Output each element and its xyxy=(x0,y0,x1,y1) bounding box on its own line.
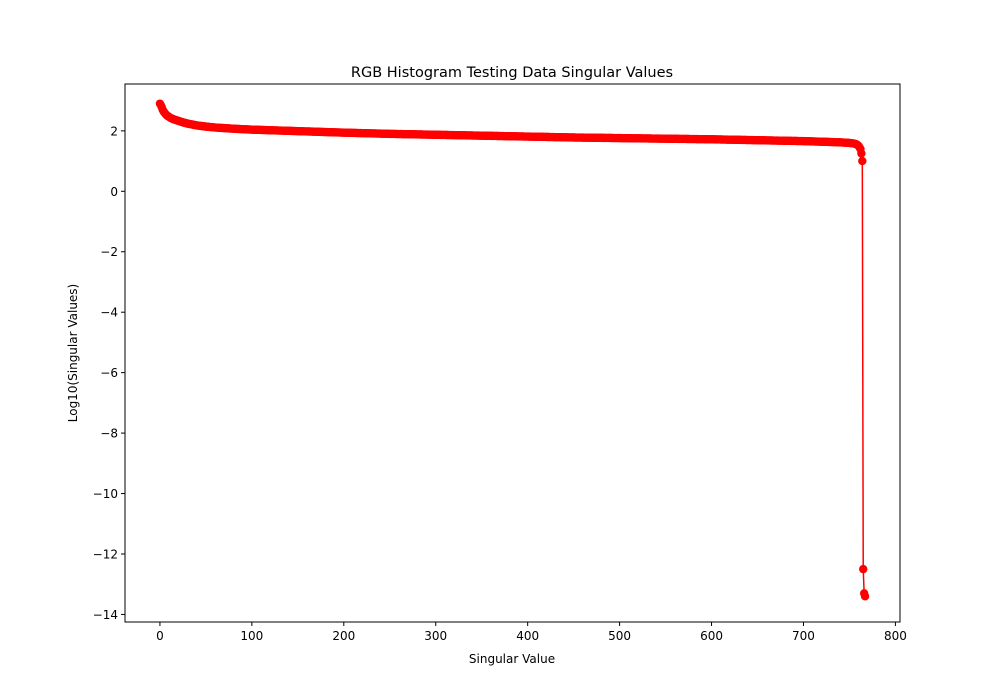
chart-title: RGB Histogram Testing Data Singular Valu… xyxy=(351,65,673,81)
y-tick-label: −2 xyxy=(100,245,118,259)
y-tick-label: 2 xyxy=(110,124,118,138)
x-tick-label: 400 xyxy=(516,629,539,643)
y-tick-label: −4 xyxy=(100,306,118,320)
y-tick-label: −8 xyxy=(100,427,118,441)
y-tick-label: −12 xyxy=(93,547,118,561)
y-tick-label: −10 xyxy=(93,487,118,501)
y-tick-label: −14 xyxy=(93,608,118,622)
series-layer xyxy=(155,99,870,601)
x-tick-label: 100 xyxy=(240,629,263,643)
x-tick-label: 600 xyxy=(700,629,723,643)
x-axis-ticks: 0 100 200 300 400 500 600 700 800 xyxy=(156,622,907,643)
x-tick-label: 500 xyxy=(608,629,631,643)
data-point xyxy=(860,592,870,601)
x-tick-label: 200 xyxy=(332,629,355,643)
x-tick-label: 0 xyxy=(156,629,164,643)
axes-frame xyxy=(124,83,901,623)
data-point xyxy=(859,564,868,574)
y-axis-label: Log10(Singular Values) xyxy=(66,284,80,423)
y-tick-label: −6 xyxy=(100,366,118,380)
y-axis-ticks: −14 −12 −10 −8 −6 −4 −2 0 2 xyxy=(93,124,125,622)
y-tick-label: 0 xyxy=(110,185,118,199)
data-point xyxy=(857,149,866,158)
plot-area xyxy=(124,83,901,623)
data-point xyxy=(858,156,867,166)
x-tick-label: 800 xyxy=(884,629,907,643)
x-axis-label: Singular Value xyxy=(469,652,555,666)
x-tick-label: 300 xyxy=(424,629,447,643)
x-tick-label: 700 xyxy=(792,629,815,643)
